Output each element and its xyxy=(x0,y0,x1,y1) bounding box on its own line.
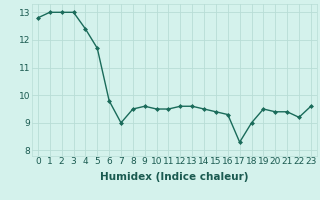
X-axis label: Humidex (Indice chaleur): Humidex (Indice chaleur) xyxy=(100,172,249,182)
